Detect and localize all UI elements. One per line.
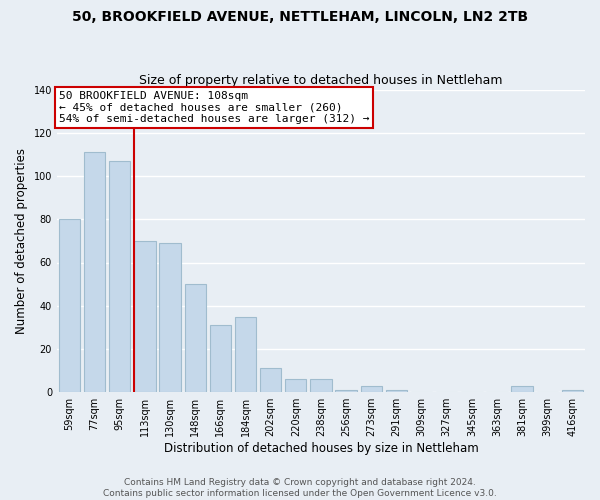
Bar <box>84 152 106 392</box>
Bar <box>209 325 231 392</box>
Bar <box>562 390 583 392</box>
Text: 50 BROOKFIELD AVENUE: 108sqm
← 45% of detached houses are smaller (260)
54% of s: 50 BROOKFIELD AVENUE: 108sqm ← 45% of de… <box>59 90 370 124</box>
Bar <box>134 241 155 392</box>
Bar <box>59 220 80 392</box>
Bar <box>160 243 181 392</box>
Bar <box>260 368 281 392</box>
Bar <box>310 379 332 392</box>
Bar <box>235 316 256 392</box>
Bar <box>386 390 407 392</box>
Bar <box>361 386 382 392</box>
Title: Size of property relative to detached houses in Nettleham: Size of property relative to detached ho… <box>139 74 503 87</box>
Y-axis label: Number of detached properties: Number of detached properties <box>15 148 28 334</box>
Bar <box>109 161 130 392</box>
Bar <box>511 386 533 392</box>
Text: 50, BROOKFIELD AVENUE, NETTLEHAM, LINCOLN, LN2 2TB: 50, BROOKFIELD AVENUE, NETTLEHAM, LINCOL… <box>72 10 528 24</box>
X-axis label: Distribution of detached houses by size in Nettleham: Distribution of detached houses by size … <box>164 442 478 455</box>
Bar <box>185 284 206 392</box>
Bar <box>285 379 307 392</box>
Bar <box>335 390 357 392</box>
Text: Contains HM Land Registry data © Crown copyright and database right 2024.
Contai: Contains HM Land Registry data © Crown c… <box>103 478 497 498</box>
